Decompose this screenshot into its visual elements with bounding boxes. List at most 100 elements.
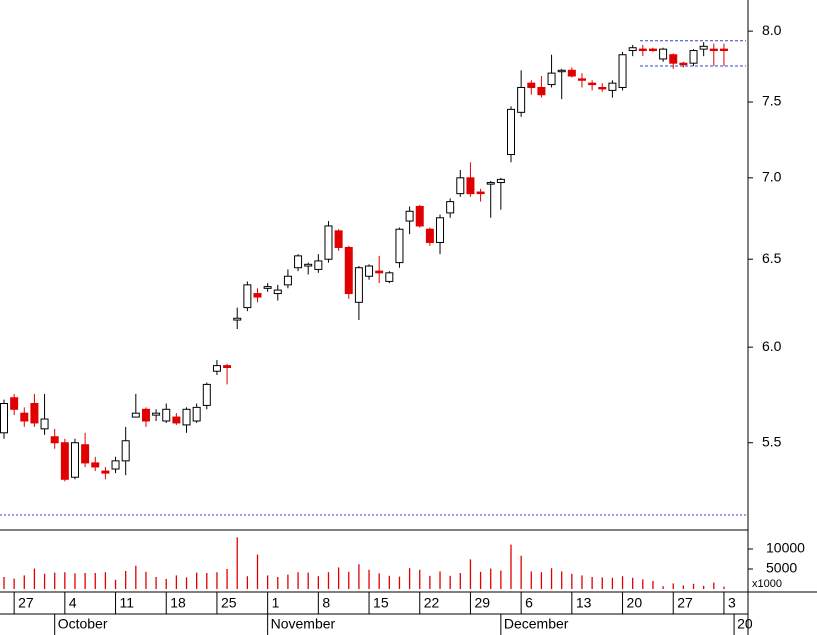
candle-body xyxy=(243,284,252,309)
x-tick-label: 1 xyxy=(272,595,280,611)
candle-body xyxy=(436,217,445,243)
y-tick-label: 7.5 xyxy=(762,93,782,109)
x-tick-label: 18 xyxy=(170,595,186,611)
x-tick-label: 11 xyxy=(120,595,135,611)
candle-body xyxy=(81,444,90,464)
y-tick-label: 7.0 xyxy=(762,169,782,185)
candle-body xyxy=(567,69,576,77)
candle-body xyxy=(537,86,546,96)
y-tick-label: 6.5 xyxy=(762,250,782,266)
volume-unit: x1000 xyxy=(752,578,782,590)
candle-body xyxy=(395,228,404,264)
candle-body xyxy=(121,440,130,462)
candle-body xyxy=(375,270,384,274)
candle-body xyxy=(273,289,282,295)
candle-body xyxy=(415,205,424,227)
candle-body xyxy=(527,82,536,88)
candle-body xyxy=(588,82,597,86)
candle-body xyxy=(679,62,688,66)
month-label: December xyxy=(504,616,569,632)
candle-body xyxy=(669,54,678,64)
candle-body xyxy=(202,383,211,406)
candle-body xyxy=(324,225,333,260)
candle-body xyxy=(10,397,19,410)
candle-body xyxy=(283,275,292,286)
candle-body xyxy=(172,416,181,424)
month-label: 20 xyxy=(737,616,753,632)
candle-body xyxy=(507,108,515,156)
candle-body xyxy=(253,293,262,298)
x-tick-label: 22 xyxy=(424,595,440,611)
candle-body xyxy=(628,47,637,52)
x-tick-label: 6 xyxy=(525,595,533,611)
candle-body xyxy=(659,48,668,60)
candle-body xyxy=(344,246,353,295)
candle-body xyxy=(334,230,343,248)
x-tick-label: 20 xyxy=(627,595,643,611)
candle-body xyxy=(466,177,475,195)
x-tick-label: 27 xyxy=(677,595,693,611)
candle-body xyxy=(608,82,617,91)
candle-body xyxy=(91,462,100,468)
x-tick-label: 29 xyxy=(474,595,490,611)
candle-body xyxy=(405,210,414,222)
candle-body xyxy=(101,470,110,474)
month-label: November xyxy=(271,616,336,632)
candle-body xyxy=(111,460,120,470)
candle-body xyxy=(486,182,495,185)
candle-body xyxy=(648,48,657,52)
candle-body xyxy=(223,365,232,368)
volume-tick-label: 10000 xyxy=(766,540,805,556)
x-tick-label: 27 xyxy=(18,595,34,611)
candle-body xyxy=(233,317,242,321)
candle-body xyxy=(141,408,150,422)
candle-body xyxy=(517,86,526,113)
candle-body xyxy=(192,406,201,422)
month-label: October xyxy=(58,616,108,632)
candle-body xyxy=(719,48,728,52)
x-tick-label: 15 xyxy=(373,595,389,611)
candle-body xyxy=(557,69,566,73)
candle-body xyxy=(50,436,59,444)
y-tick-label: 6.0 xyxy=(762,338,782,354)
volume-tick-label: 5000 xyxy=(766,560,797,576)
candle-body xyxy=(131,412,140,418)
x-tick-label: 25 xyxy=(221,595,237,611)
candle-body xyxy=(212,365,221,372)
candle-body xyxy=(70,442,79,478)
candle-body xyxy=(182,408,191,426)
candle-body xyxy=(365,265,374,277)
candle-body xyxy=(385,272,394,282)
candle-body xyxy=(0,403,8,434)
candle-body xyxy=(20,412,29,422)
candle-body xyxy=(40,418,49,430)
candle-body xyxy=(314,260,323,270)
candle-body xyxy=(547,72,556,86)
x-tick-label: 8 xyxy=(322,595,330,611)
candle-body xyxy=(60,442,69,480)
candle-body xyxy=(294,255,303,269)
x-tick-label: 4 xyxy=(69,595,77,611)
x-tick-label: 13 xyxy=(576,595,592,611)
candle-body xyxy=(496,178,505,184)
candle-body xyxy=(30,403,39,424)
y-tick-label: 5.5 xyxy=(762,433,782,449)
candle-body xyxy=(638,48,647,52)
candle-body xyxy=(354,267,363,303)
candle-body xyxy=(152,412,161,416)
x-tick-label: 3 xyxy=(728,595,736,611)
candle-body xyxy=(699,45,708,50)
candle-body xyxy=(598,86,607,90)
candle-body xyxy=(476,191,485,195)
candle-body xyxy=(425,228,434,243)
y-tick-label: 8.0 xyxy=(762,22,782,38)
candle-body xyxy=(689,50,698,64)
candle-body xyxy=(618,54,627,88)
candle-body xyxy=(577,78,586,81)
candle-body xyxy=(162,408,171,422)
candle-body xyxy=(709,48,718,52)
candle-body xyxy=(304,263,313,267)
candle-body xyxy=(446,201,455,214)
